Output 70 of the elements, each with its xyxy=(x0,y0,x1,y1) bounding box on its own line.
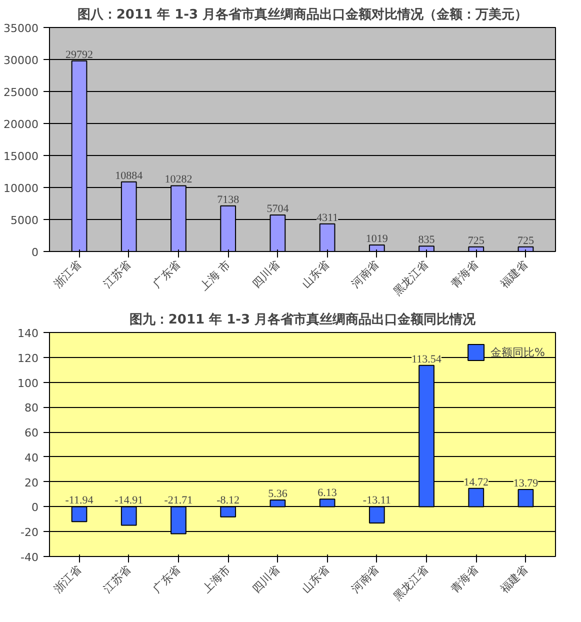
y-tick-label: 35000 xyxy=(4,22,39,35)
x-tick-label: 广东省 xyxy=(150,562,184,596)
data-label: -13.11 xyxy=(362,494,391,507)
data-label: 6.13 xyxy=(318,487,338,500)
data-label: 4311 xyxy=(316,212,338,224)
x-tick-label: 青海省 xyxy=(448,562,481,596)
data-label: 29792 xyxy=(66,48,94,61)
y-tick-label: 40 xyxy=(24,451,39,464)
legend-label: 金额同比% xyxy=(490,344,545,360)
data-label: 7138 xyxy=(217,194,240,206)
bar xyxy=(120,506,137,526)
x-tick-label: 浙江省 xyxy=(51,258,84,290)
chart-title: 图九：2011 年 1-3 月各省市真丝绸商品出口金额同比情况 xyxy=(129,312,477,328)
y-tick-label: 20000 xyxy=(4,118,39,131)
x-tick-label: 黑龙江省 xyxy=(390,562,432,604)
bar xyxy=(319,498,336,508)
x-tick-label: 广东省 xyxy=(150,258,184,290)
x-tick-label: 河南省 xyxy=(348,258,382,290)
x-tick-label: 上海 市 xyxy=(198,258,233,293)
x-tick-label: 四川省 xyxy=(250,258,282,290)
bar xyxy=(270,500,286,508)
data-label: -8.12 xyxy=(216,494,240,507)
data-label: 725 xyxy=(517,234,534,247)
x-tick-label: 上海市 xyxy=(200,562,233,596)
data-label: 10884 xyxy=(115,170,144,182)
y-tick-label: 0 xyxy=(32,246,38,259)
y-tick-label: 0 xyxy=(32,501,38,514)
y-tick-label: 120 xyxy=(18,352,39,365)
x-tick-label: 黑龙江省 xyxy=(390,258,432,298)
bar xyxy=(418,364,434,508)
bar xyxy=(468,488,484,508)
x-tick-label: 山东省 xyxy=(299,258,332,290)
data-label: -11.94 xyxy=(65,494,94,507)
bar xyxy=(71,506,88,522)
data-label: 835 xyxy=(418,234,436,246)
y-tick-label: 5000 xyxy=(10,214,39,227)
x-tick-label: 山东省 xyxy=(299,562,332,596)
y-tick-label: -20 xyxy=(20,526,38,540)
data-label: 725 xyxy=(468,234,485,247)
y-tick-label: 60 xyxy=(24,426,39,440)
data-label: 14.72 xyxy=(464,476,488,488)
y-tick-label: 10000 xyxy=(4,182,39,195)
data-label: 10282 xyxy=(164,174,192,186)
x-tick-label: 浙江省 xyxy=(51,562,84,596)
y-tick-label: 140 xyxy=(18,327,39,340)
y-tick-label: 30000 xyxy=(4,54,39,67)
chart-title: 图八：2011 年 1-3 月各省市真丝绸商品出口金额对比情况（金额：万美元） xyxy=(77,6,528,22)
data-label: -14.91 xyxy=(114,494,144,507)
bar xyxy=(220,506,236,518)
data-label: 5704 xyxy=(266,202,290,215)
x-tick-label: 福建省 xyxy=(498,258,530,290)
x-tick-label: 江苏省 xyxy=(100,562,134,596)
bar xyxy=(368,506,385,524)
x-tick-label: 江苏省 xyxy=(100,258,134,290)
data-label: -21.71 xyxy=(164,494,193,507)
data-label: 13.79 xyxy=(513,478,539,490)
data-label: 5.36 xyxy=(268,488,288,500)
data-label: 113.54 xyxy=(412,353,442,366)
y-tick-label: 100 xyxy=(18,376,39,390)
y-tick-label: 15000 xyxy=(4,150,39,163)
y-tick-label: 20 xyxy=(24,476,39,490)
x-tick-label: 福建省 xyxy=(498,562,530,596)
bar xyxy=(518,489,534,508)
x-tick-label: 青海省 xyxy=(448,258,481,290)
y-tick-label: 25000 xyxy=(4,86,39,99)
x-tick-label: 河南省 xyxy=(348,562,382,596)
data-label: 1019 xyxy=(366,232,388,245)
y-tick-label: 80 xyxy=(24,402,39,415)
y-tick-label: -40 xyxy=(20,551,38,564)
x-tick-label: 四川省 xyxy=(250,562,282,596)
